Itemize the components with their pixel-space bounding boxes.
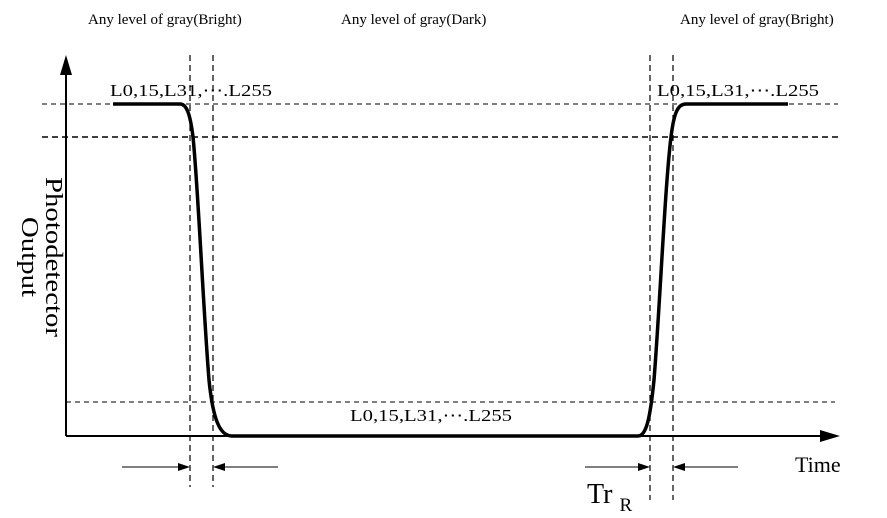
- timing-arrowhead-rise-left: [638, 463, 650, 471]
- timing-arrowhead-fall-right: [213, 463, 225, 471]
- label-gray-bright-right: Any level of gray(Bright): [680, 12, 834, 28]
- rise-time-label-main: Tr: [587, 479, 613, 510]
- timing-arrowhead-rise-right: [673, 463, 685, 471]
- y-axis-label-line1: Photodetector: [40, 177, 66, 337]
- level-label-top-right: L0,15,L31,⋯.L255: [657, 81, 819, 100]
- y-axis-label-line2: Output: [16, 217, 42, 297]
- label-gray-dark: Any level of gray(Dark): [341, 12, 486, 28]
- level-label-bottom: L0,15,L31,⋯.L255: [350, 406, 512, 425]
- rise-time-label: Tr R: [587, 479, 632, 516]
- level-label-top-left: L0,15,L31,⋯.L255: [110, 81, 272, 100]
- x-axis-label: Time: [795, 452, 841, 477]
- timing-arrowhead-fall-left: [178, 463, 190, 471]
- x-axis-arrowhead: [820, 430, 840, 442]
- label-gray-bright-left: Any level of gray(Bright): [88, 12, 242, 28]
- rise-time-label-subscript: R: [619, 495, 632, 516]
- photodetector-waveform: [113, 102, 788, 438]
- y-axis-arrowhead: [60, 55, 72, 75]
